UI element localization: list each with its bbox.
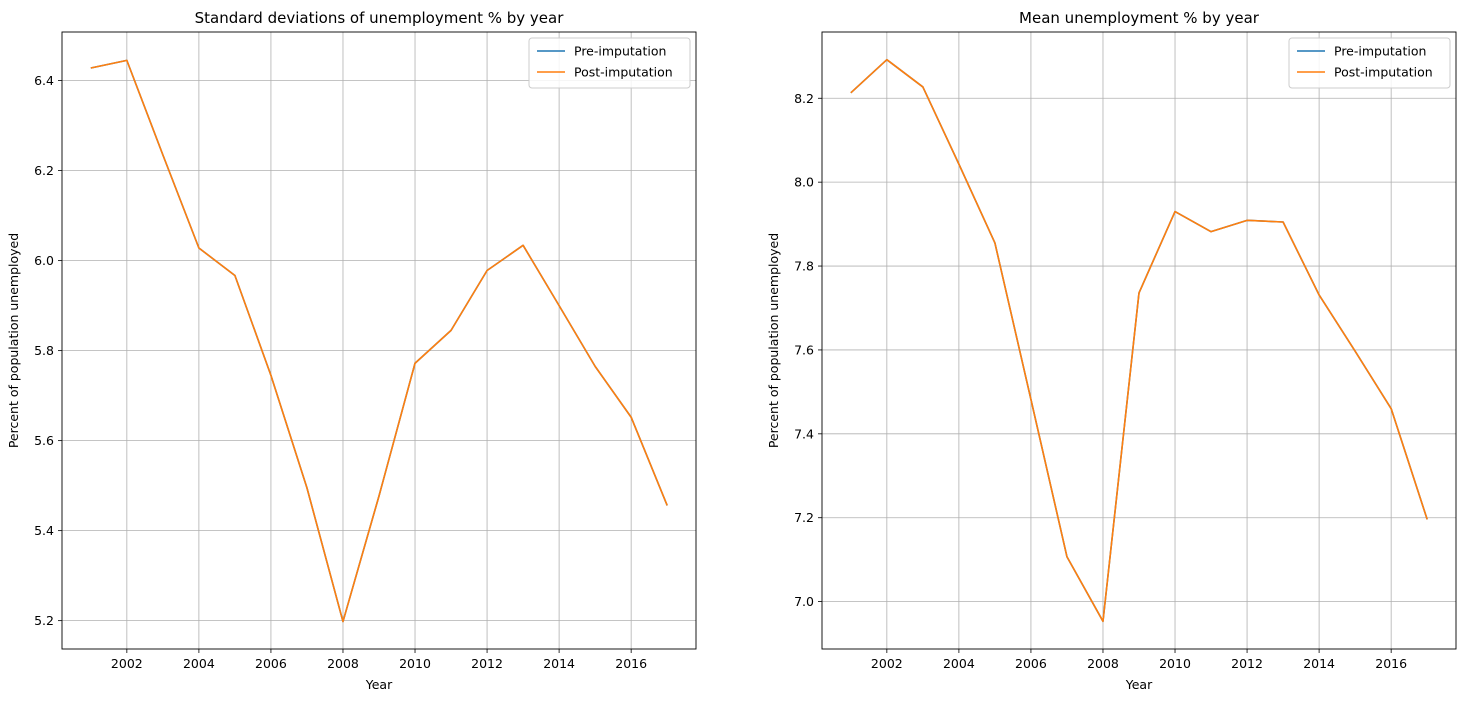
y-tick-label: 5.8 xyxy=(34,343,54,358)
x-tick-label: 2006 xyxy=(255,656,287,671)
x-tick-label: 2012 xyxy=(471,656,503,671)
y-tick-label: 6.4 xyxy=(34,73,54,88)
chart-title: Standard deviations of unemployment % by… xyxy=(195,9,565,27)
plot-frame xyxy=(821,31,1457,650)
x-tick-label: 2002 xyxy=(111,656,143,671)
plot-frame xyxy=(61,31,697,650)
legend-label: Post-imputation xyxy=(574,65,673,80)
x-tick-label: 2016 xyxy=(1375,656,1407,671)
legend-label: Pre-imputation xyxy=(574,44,666,59)
y-tick-label: 7.8 xyxy=(794,259,814,274)
x-tick-label: 2006 xyxy=(1015,656,1047,671)
y-tick-label: 5.2 xyxy=(34,613,54,628)
y-tick-label: 8.0 xyxy=(794,175,814,190)
x-tick-label: 2010 xyxy=(1159,656,1191,671)
x-tick-label: 2008 xyxy=(1087,656,1119,671)
legend-box xyxy=(528,37,691,89)
y-tick-label: 8.2 xyxy=(794,91,814,106)
chart-panel-2: 2002 2004 2006 2008 2010 2012 2014 2016 7.0 7.2 7.… xyxy=(766,9,1457,692)
x-tick-label: 2014 xyxy=(543,656,575,671)
y-tick-label: 5.6 xyxy=(34,433,54,448)
y-tick-label: 5.4 xyxy=(34,523,54,538)
x-tick-label: 2010 xyxy=(399,656,431,671)
x-tick-label: 2014 xyxy=(1303,656,1335,671)
series-line-post-imputation xyxy=(90,59,668,623)
x-axis-label: Year xyxy=(1125,677,1153,692)
series-line-pre-imputation xyxy=(850,58,1428,623)
y-tick-label: 6.0 xyxy=(34,253,54,268)
y-axis-label: Percent of population unemployed xyxy=(6,233,21,448)
y-tick-label: 6.2 xyxy=(34,163,54,178)
x-axis-label: Year xyxy=(365,677,393,692)
x-tick-label: 2016 xyxy=(615,656,647,671)
y-tick-label: 7.4 xyxy=(794,426,814,441)
chart-title: Mean unemployment % by year xyxy=(1019,9,1260,27)
chart-panel-1: 2002 2004 2006 2008 2010 2012 2014 2016 5.2 5.4 5.… xyxy=(6,9,697,692)
series-line-post-imputation xyxy=(850,58,1428,623)
legend: Pre-imputation Post-imputation xyxy=(1288,37,1451,89)
y-tick-label: 7.2 xyxy=(794,510,814,525)
x-tick-label: 2008 xyxy=(327,656,359,671)
x-tick-label: 2004 xyxy=(943,656,975,671)
y-axis-label: Percent of population unemployed xyxy=(766,233,781,448)
x-tick-label: 2002 xyxy=(871,656,903,671)
x-tick-label: 2012 xyxy=(1231,656,1263,671)
legend-box xyxy=(1288,37,1451,89)
legend: Pre-imputation Post-imputation xyxy=(528,37,691,89)
x-tick-label: 2004 xyxy=(183,656,215,671)
y-tick-label: 7.6 xyxy=(794,342,814,357)
legend-label: Post-imputation xyxy=(1334,65,1433,80)
legend-label: Pre-imputation xyxy=(1334,44,1426,59)
y-tick-label: 7.0 xyxy=(794,594,814,609)
